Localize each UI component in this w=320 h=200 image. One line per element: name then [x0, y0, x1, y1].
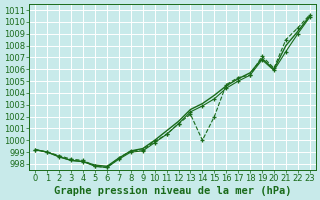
- X-axis label: Graphe pression niveau de la mer (hPa): Graphe pression niveau de la mer (hPa): [54, 186, 291, 196]
